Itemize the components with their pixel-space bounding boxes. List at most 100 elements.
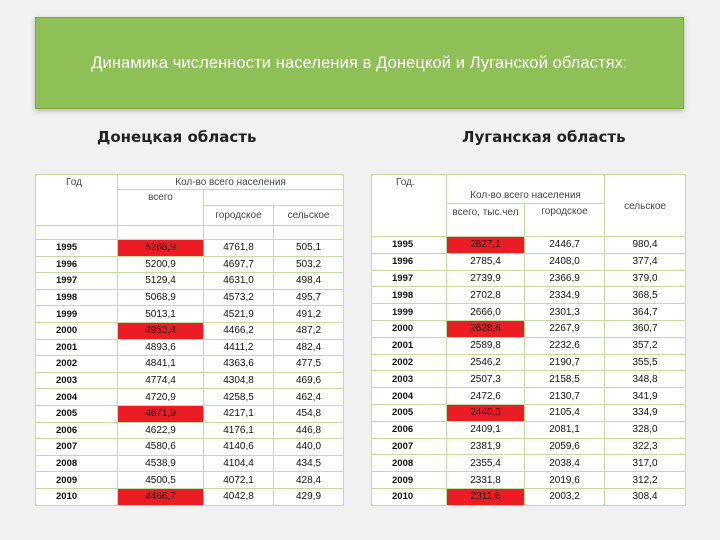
year-cell: 1997 (35, 272, 118, 290)
table-row: 2001 4893,6 4411,2 482,4 (35, 338, 345, 357)
year-cell: 2004 (371, 387, 447, 405)
table-row: 2003 2507,3 2158,5 348,8 (371, 370, 687, 389)
urban-cell: 2019,6 (523, 471, 606, 489)
year-cell: 1999 (35, 305, 118, 323)
rural-header: сельское (604, 174, 687, 237)
rural-cell: 980,4 (604, 236, 687, 254)
urban-cell: 4304,8 (203, 371, 274, 390)
year-cell: 2005 (371, 403, 447, 422)
rural-cell: 429,9 (272, 487, 345, 506)
title-banner: Динамика численности населения в Донецко… (35, 17, 684, 109)
urban-cell: 2190,7 (523, 353, 606, 372)
table-row: 2000 2628,6 2267,9 360,7 (371, 319, 687, 338)
total-cell: 4466,7 (117, 487, 204, 506)
rural-cell: 469,6 (272, 371, 345, 390)
rural-cell: 462,4 (272, 388, 345, 406)
table-row: 2002 2546,2 2190,7 355,5 (371, 353, 687, 372)
urban-cell: 2130,7 (523, 387, 606, 405)
total-cell: 2311,6 (446, 487, 525, 506)
year-cell: 2006 (371, 420, 447, 439)
urban-cell: 4104,4 (203, 454, 274, 473)
year-cell: 2002 (35, 355, 118, 373)
total-cell: 2507,3 (446, 370, 525, 389)
urban-cell: 4411,2 (203, 338, 274, 357)
table-row: 2007 2381,9 2059,6 322,3 (371, 437, 687, 456)
urban-cell: 4258,5 (203, 388, 274, 406)
rural-cell: 368,5 (604, 286, 687, 305)
rural-cell: 312,2 (604, 471, 687, 489)
total-cell: 2409,1 (446, 420, 525, 439)
total-cell: 4720,9 (117, 388, 204, 406)
year-cell: 1998 (371, 286, 447, 305)
table-row: 2004 2472,6 2130,7 341,9 (371, 387, 687, 405)
rural-cell: 498,4 (272, 272, 345, 290)
rural-cell: 348,8 (604, 370, 687, 389)
table-row: 2004 4720,9 4258,5 462,4 (35, 388, 345, 406)
total-cell: 5268,9 (117, 239, 204, 257)
total-cell: 2355,4 (446, 454, 525, 473)
rural-cell: 360,7 (604, 319, 687, 338)
table-row: 2006 4622,9 4176,1 446,8 (35, 421, 345, 440)
table-row: 2002 4841,1 4363,6 477,5 (35, 355, 345, 373)
year-cell: 2002 (371, 353, 447, 372)
table-row: 2000 4953,4 4466,2 487,2 (35, 321, 345, 340)
year-cell: 2007 (371, 437, 447, 456)
year-cell: 2006 (35, 421, 118, 440)
rural-cell: 334,9 (604, 403, 687, 422)
rural-cell: 322,3 (604, 437, 687, 456)
spacer-cell (272, 225, 345, 240)
table-row: 1995 5268,9 4761,8 505,1 (35, 239, 345, 257)
total-cell: 4893,6 (117, 338, 204, 357)
total-cell: 5200,9 (117, 255, 204, 274)
urban-cell: 2158,5 (523, 370, 606, 389)
rural-cell: 357,2 (604, 336, 687, 355)
year-cell: 2009 (371, 471, 447, 489)
year-cell: 2010 (371, 487, 447, 506)
rural-cell: 317,0 (604, 454, 687, 473)
table-row: 2005 4671,9 4217,1 454,8 (35, 404, 345, 423)
rural-cell: 328,0 (604, 420, 687, 439)
rural-header: сельское (272, 205, 345, 226)
table-row: 1999 5013,1 4521,9 491,2 (35, 305, 345, 323)
total-cell: 4774,4 (117, 371, 204, 390)
total-cell: 2546,2 (446, 353, 525, 372)
urban-cell: 2267,9 (523, 319, 606, 338)
urban-cell: 2301,3 (523, 303, 606, 321)
rural-cell: 428,4 (272, 471, 345, 489)
urban-cell: 2059,6 (523, 437, 606, 456)
urban-cell: 4631,0 (203, 272, 274, 290)
total-cell: 4953,4 (117, 321, 204, 340)
table-row: 2010 4466,7 4042,8 429,9 (35, 487, 345, 506)
rural-cell: 503,2 (272, 255, 345, 274)
urban-cell: 2446,7 (523, 236, 606, 254)
table-row: 1995 2827,1 2446,7 980,4 (371, 236, 687, 254)
total-cell: 5068,9 (117, 288, 204, 307)
urban-cell: 2003,2 (523, 487, 606, 506)
year-header: Год (35, 174, 118, 226)
total-cell: 2472,6 (446, 387, 525, 405)
rural-cell: 341,9 (604, 387, 687, 405)
table-row: 1998 5068,9 4573,2 495,7 (35, 288, 345, 307)
table-row: 1996 2785,4 2408,0 377,4 (371, 252, 687, 271)
table-row: 1999 2666,0 2301,3 364,7 (371, 303, 687, 321)
total-cell: 2440,3 (446, 403, 525, 422)
urban-cell: 4363,6 (203, 355, 274, 373)
table-row: 2008 4538,9 4104,4 434,5 (35, 454, 345, 473)
total-cell: 4580,6 (117, 438, 204, 456)
year-cell: 1995 (371, 236, 447, 254)
donetsk-title: Донецкая область (97, 128, 257, 146)
total-cell: 4841,1 (117, 355, 204, 373)
urban-cell: 4072,1 (203, 471, 274, 489)
table-row: 2003 4774,4 4304,8 469,6 (35, 371, 345, 390)
urban-header: городское (203, 205, 274, 226)
year-cell: 2000 (371, 319, 447, 338)
table-row: 2009 2331,8 2019,6 312,2 (371, 471, 687, 489)
year-cell: 1997 (371, 269, 447, 288)
year-cell: 2008 (35, 454, 118, 473)
rural-cell: 454,8 (272, 404, 345, 423)
urban-cell: 4761,8 (203, 239, 274, 257)
year-cell: 2004 (35, 388, 118, 406)
rural-cell: 308,4 (604, 487, 687, 506)
total-cell: 2702,8 (446, 286, 525, 305)
year-cell: 2000 (35, 321, 118, 340)
